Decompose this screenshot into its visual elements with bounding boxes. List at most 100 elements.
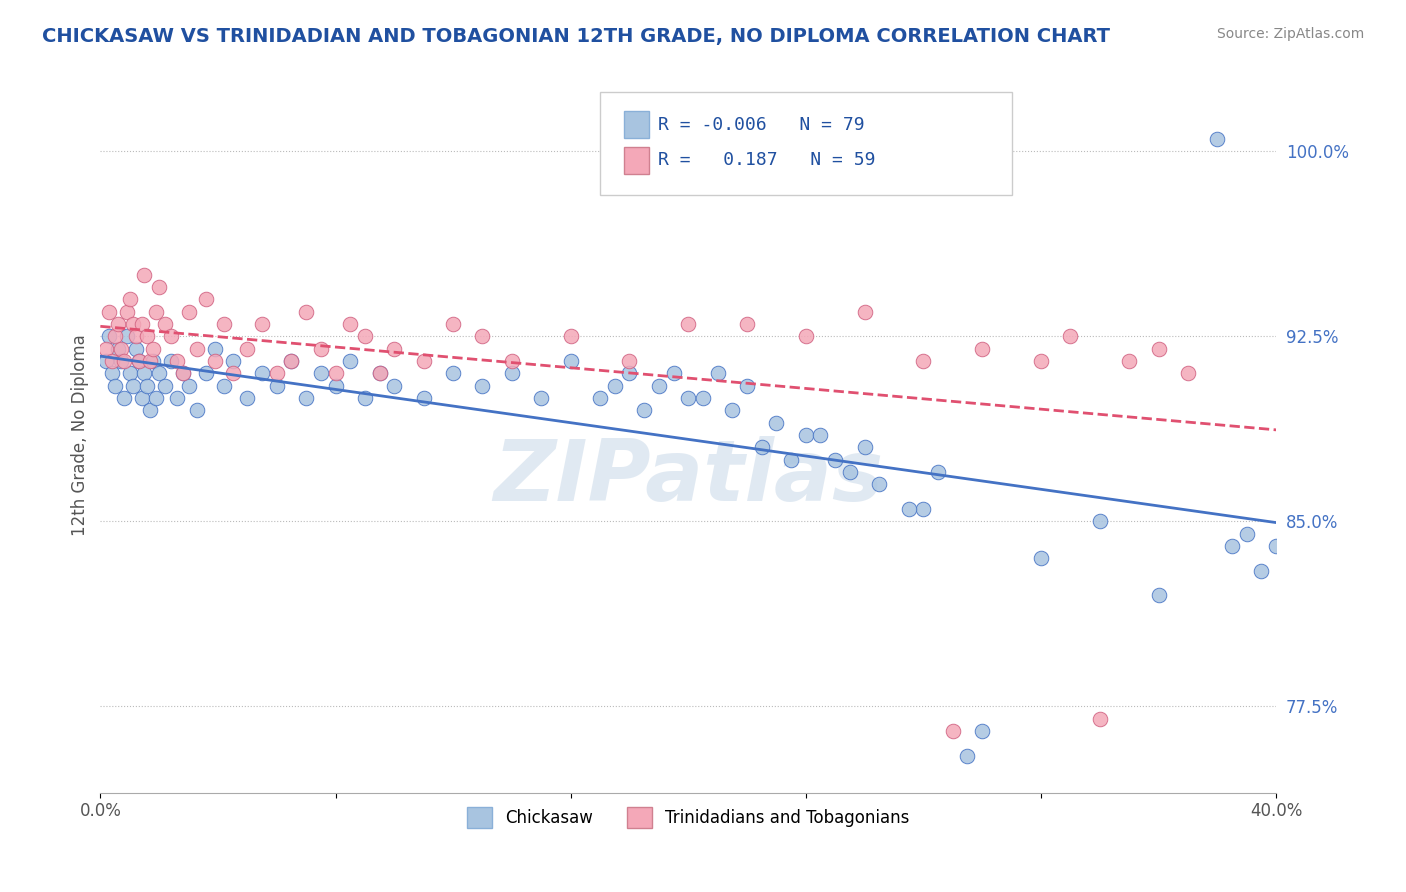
- Point: [107, 317, 129, 331]
- Point: [186, 342, 208, 356]
- Text: R = -0.006   N = 79: R = -0.006 N = 79: [658, 116, 865, 134]
- Point: [471, 378, 494, 392]
- Point: [354, 329, 377, 343]
- Point: [124, 329, 146, 343]
- Point: [221, 367, 243, 381]
- Point: [1029, 354, 1052, 368]
- Point: [339, 317, 361, 331]
- Point: [1265, 539, 1288, 553]
- Point: [145, 391, 167, 405]
- Point: [765, 416, 787, 430]
- Point: [824, 452, 846, 467]
- Point: [195, 367, 218, 381]
- Text: R =   0.187   N = 59: R = 0.187 N = 59: [658, 152, 875, 169]
- Point: [118, 293, 141, 307]
- Point: [1206, 132, 1229, 146]
- Point: [501, 367, 523, 381]
- Point: [721, 403, 744, 417]
- Point: [212, 378, 235, 392]
- Point: [115, 304, 138, 318]
- Y-axis label: 12th Grade, No Diploma: 12th Grade, No Diploma: [72, 334, 89, 536]
- Point: [794, 329, 817, 343]
- Point: [853, 441, 876, 455]
- Point: [118, 367, 141, 381]
- Text: ZIPatlas: ZIPatlas: [494, 436, 883, 519]
- Point: [1088, 712, 1111, 726]
- Point: [706, 367, 728, 381]
- Point: [1118, 354, 1140, 368]
- Point: [131, 391, 153, 405]
- Point: [751, 441, 773, 455]
- Point: [195, 293, 218, 307]
- Point: [633, 403, 655, 417]
- Point: [107, 342, 129, 356]
- Point: [603, 378, 626, 392]
- Point: [139, 354, 162, 368]
- Point: [810, 428, 832, 442]
- Point: [838, 465, 860, 479]
- Point: [177, 378, 200, 392]
- Point: [142, 354, 165, 368]
- Point: [1236, 526, 1258, 541]
- Point: [280, 354, 302, 368]
- Point: [110, 342, 132, 356]
- Point: [676, 391, 699, 405]
- Point: [676, 317, 699, 331]
- Point: [121, 317, 143, 331]
- Point: [1147, 588, 1170, 602]
- Point: [221, 354, 243, 368]
- Bar: [623, 112, 650, 138]
- Point: [325, 367, 347, 381]
- Point: [166, 354, 188, 368]
- Point: [101, 354, 124, 368]
- Point: [956, 748, 979, 763]
- Point: [412, 391, 434, 405]
- Point: [1088, 514, 1111, 528]
- Point: [1147, 342, 1170, 356]
- Point: [128, 354, 150, 368]
- Point: [98, 329, 121, 343]
- Point: [104, 329, 127, 343]
- Point: [295, 304, 318, 318]
- Point: [735, 317, 758, 331]
- Point: [145, 304, 167, 318]
- Point: [204, 354, 226, 368]
- Point: [501, 354, 523, 368]
- Point: [148, 367, 170, 381]
- Point: [471, 329, 494, 343]
- Point: [101, 367, 124, 381]
- Point: [853, 304, 876, 318]
- Point: [912, 502, 935, 516]
- Point: [110, 354, 132, 368]
- Point: [619, 367, 641, 381]
- Point: [382, 378, 405, 392]
- Point: [104, 378, 127, 392]
- Point: [295, 391, 318, 405]
- Point: [1220, 539, 1243, 553]
- Point: [897, 502, 920, 516]
- Point: [441, 367, 464, 381]
- Point: [250, 317, 273, 331]
- Point: [204, 342, 226, 356]
- Text: Source: ZipAtlas.com: Source: ZipAtlas.com: [1216, 27, 1364, 41]
- Point: [325, 378, 347, 392]
- Point: [266, 367, 288, 381]
- Point: [1177, 367, 1199, 381]
- Point: [121, 378, 143, 392]
- Point: [972, 724, 994, 739]
- Point: [560, 354, 582, 368]
- Point: [619, 354, 641, 368]
- Point: [131, 317, 153, 331]
- Point: [139, 403, 162, 417]
- Point: [309, 342, 332, 356]
- Point: [735, 378, 758, 392]
- Point: [136, 329, 159, 343]
- Point: [160, 329, 183, 343]
- Point: [942, 724, 965, 739]
- Point: [368, 367, 391, 381]
- Point: [794, 428, 817, 442]
- Point: [912, 354, 935, 368]
- Point: [124, 342, 146, 356]
- Point: [115, 329, 138, 343]
- Point: [153, 317, 176, 331]
